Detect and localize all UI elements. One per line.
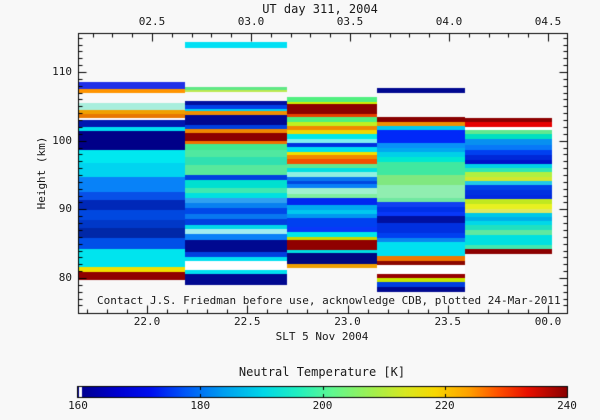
- top-axis-tick-label: 04.0: [435, 15, 463, 28]
- colorbar-tick-label: 220: [434, 399, 455, 412]
- colorbar-tick-label: 180: [190, 399, 211, 412]
- top-axis-tick-label: 03.0: [237, 15, 265, 28]
- bottom-axis-tick-label: 23.0: [334, 315, 361, 328]
- annotation-text: Contact J.S. Friedman before use, acknow…: [97, 294, 561, 307]
- left-axis-tick-label: 100: [52, 133, 72, 147]
- colorbar-tick-label: 240: [557, 399, 577, 412]
- top-axis-title: UT day 311, 2004: [262, 2, 378, 16]
- colorbar-title: Neutral Temperature [K]: [238, 365, 406, 379]
- bottom-axis-tick-label: 22.5: [234, 315, 261, 328]
- bottom-axis-tick-label: 23.5: [434, 315, 462, 328]
- bottom-axis-tick-label: 00.0: [534, 315, 562, 328]
- left-axis-tick-label: 90: [58, 202, 72, 216]
- left-axis-tick-label: 80: [58, 271, 72, 284]
- colorbar-tick-label: 200: [312, 399, 333, 412]
- top-axis-tick-label: 04.5: [534, 15, 562, 28]
- colorbar-tick-label: 160: [68, 399, 88, 412]
- top-axis-tick-label: 02.5: [138, 15, 166, 28]
- left-axis-tick-label: 110: [52, 64, 72, 78]
- bottom-axis-tick-label: 22.0: [133, 315, 161, 328]
- top-axis-tick-label: 03.5: [336, 15, 364, 28]
- bottom-axis-label: SLT 5 Nov 2004: [275, 330, 369, 343]
- left-axis-label: Height (km): [35, 136, 48, 210]
